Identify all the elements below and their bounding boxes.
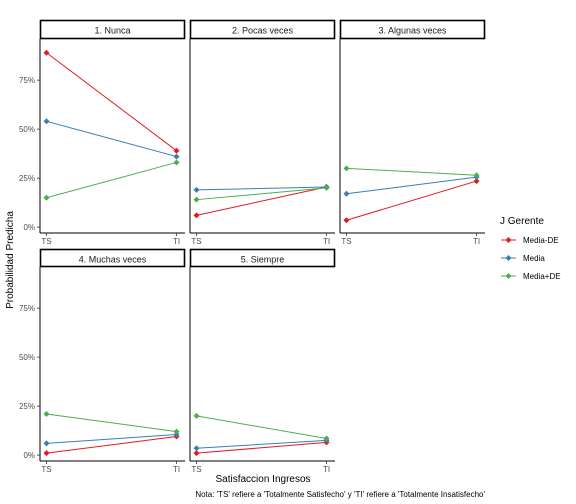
series-line-media-de (46, 413, 177, 433)
legend-key-point (505, 255, 512, 261)
data-point (173, 153, 180, 160)
legend-key-point (505, 273, 512, 279)
strip-label: 1. Nunca (94, 26, 130, 36)
x-tick-label: TS (191, 465, 201, 474)
y-tick-label: 25% (19, 174, 35, 183)
data-point (43, 410, 50, 417)
legend: Media-DE Media Media+DE (501, 236, 561, 281)
x-tick-label: TS (191, 237, 201, 246)
legend-entry: Media (501, 254, 545, 263)
series-line-media-de (196, 187, 327, 201)
panel-3: 3. Algunas veces TS TI (339, 19, 486, 246)
series-line-media (346, 176, 477, 195)
panel-5: 5. Siempre TS TI (189, 248, 336, 474)
y-tick-label: 50% (19, 353, 35, 362)
series-line-media-de (46, 436, 177, 454)
y-tick-label: 0% (23, 451, 35, 460)
legend-label: Media+DE (523, 272, 561, 281)
panel-4: 4. Muchas veces TS TI 0% 25% 50% 75% (19, 248, 186, 474)
series-line-media-de (196, 415, 327, 439)
data-point (323, 184, 330, 191)
data-point (193, 445, 200, 452)
data-point (173, 428, 180, 435)
x-tick-label: TI (173, 465, 180, 474)
data-point (343, 165, 350, 172)
y-axis-title: Probabilidad Predicha (5, 211, 16, 309)
data-point (173, 159, 180, 166)
series-line-media (196, 439, 327, 449)
strip-box (39, 19, 186, 40)
legend-title: J Gerente (500, 216, 544, 227)
strip-box (189, 19, 336, 40)
strip-label: 3. Algunas veces (378, 26, 447, 36)
x-tick-label: TI (473, 237, 480, 246)
series-line-media-de (346, 167, 477, 176)
caption-note: Nota: 'TS' refiere a 'Totalmente Satisfe… (195, 490, 485, 499)
strip-box (39, 248, 186, 268)
data-point (173, 147, 180, 154)
series-line-media-de (196, 186, 327, 216)
data-point (323, 435, 330, 442)
legend-entry: Media+DE (501, 272, 561, 281)
strip-label: 2. Pocas veces (232, 26, 294, 36)
series-line-media-de (46, 52, 177, 152)
y-tick-label: 75% (19, 304, 35, 313)
strip-box (189, 248, 336, 268)
legend-label: Media-DE (523, 236, 559, 245)
legend-label: Media (523, 254, 545, 263)
series-line-media (46, 434, 177, 444)
data-point (473, 172, 480, 179)
series-line-media-de (46, 161, 177, 199)
data-point (343, 217, 350, 224)
data-point (43, 194, 50, 201)
x-tick-label: TI (173, 237, 180, 246)
x-tick-label: TS (41, 237, 51, 246)
legend-key-point (505, 237, 512, 243)
panel-1: 1. Nunca TS TI 0% 25% 50% 75% (19, 19, 186, 246)
series-line-media-de (346, 180, 477, 221)
data-point (43, 440, 50, 447)
data-point (193, 186, 200, 193)
data-point (193, 450, 200, 457)
data-point (193, 212, 200, 219)
series-line-media (196, 186, 327, 191)
x-tick-label: TI (323, 465, 330, 474)
strip-label: 5. Siempre (241, 255, 285, 265)
x-axis-title: Satisfaccion Ingresos (215, 474, 310, 485)
series-line-media-de (196, 441, 327, 454)
data-point (473, 178, 480, 185)
data-point (43, 118, 50, 125)
panels-group: 1. Nunca TS TI 0% 25% 50% 75% 2. Pocas veces TS T… (19, 19, 486, 474)
data-point (43, 49, 50, 56)
data-point (343, 190, 350, 197)
x-tick-label: TI (323, 237, 330, 246)
data-point (193, 196, 200, 203)
data-point (43, 450, 50, 457)
strip-box (339, 19, 486, 40)
y-tick-label: 25% (19, 402, 35, 411)
legend-entry: Media-DE (501, 236, 559, 245)
y-tick-label: 50% (19, 125, 35, 134)
y-tick-label: 75% (19, 76, 35, 85)
y-tick-label: 0% (23, 223, 35, 232)
panel-2: 2. Pocas veces TS TI (189, 19, 336, 246)
strip-label: 4. Muchas veces (79, 255, 147, 265)
series-line-media (46, 120, 177, 158)
x-tick-label: TS (341, 237, 351, 246)
x-tick-label: TS (41, 465, 51, 474)
data-point (193, 412, 200, 419)
